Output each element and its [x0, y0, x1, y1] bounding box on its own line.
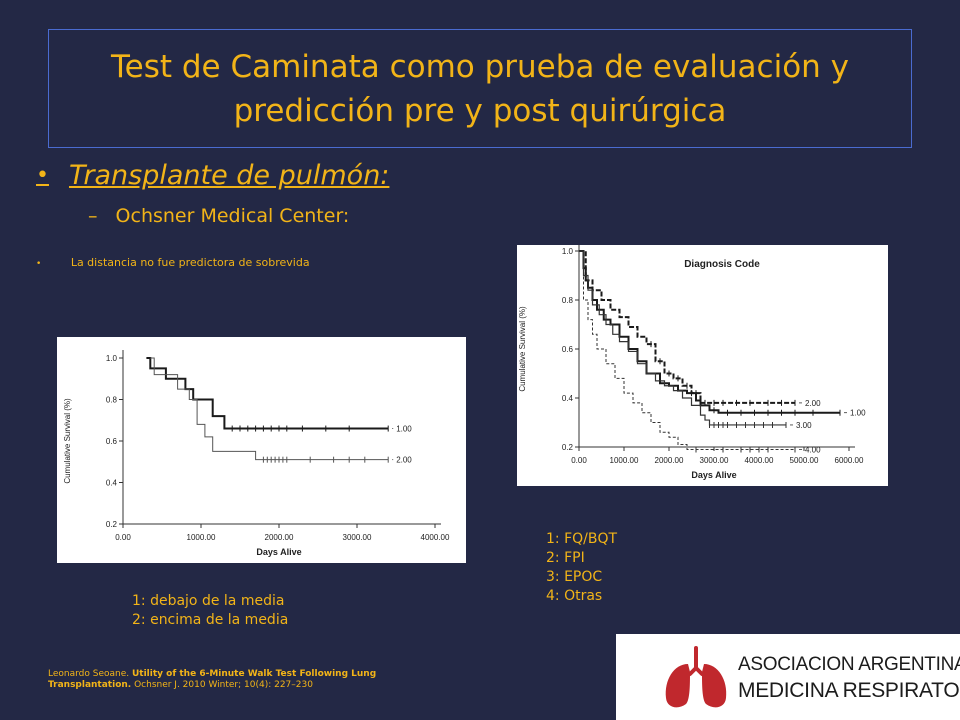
reference-journal: Ochsner J. 2010 Winter; 10(4): 227–230 [131, 680, 313, 690]
small-bullet: • La distancia no fue predictora de sobr… [36, 256, 310, 269]
logo-text-line2: MEDICINA RESPIRATORIA [738, 679, 960, 702]
main-bullet: • Transplante de pulmón: [36, 160, 389, 191]
reference-author: Leonardo Seoane. [48, 669, 132, 679]
main-bullet-text: Transplante de pulmón: [68, 160, 390, 191]
y-tick-label: 1.0 [106, 354, 118, 363]
series-line-3 [579, 250, 786, 426]
series-label-4: 4.00 [805, 445, 821, 454]
series-line-1 [146, 357, 389, 430]
bullet-dot-icon: • [36, 259, 42, 269]
series-label-1: 1.00 [396, 425, 412, 434]
series-label-1: 1.00 [850, 409, 866, 418]
series-label-2: 2.00 [396, 456, 412, 465]
legend-left-item: 2: encima de la media [132, 612, 289, 628]
series-line-4 [579, 250, 795, 450]
x-tick-label: 2000.00 [265, 533, 294, 542]
logo-aamr: ASOCIACION ARGENTINA DE MEDICINA RESPIRA… [616, 634, 960, 720]
y-tick-label: 0.8 [562, 296, 574, 305]
x-tick-label: 0.00 [571, 456, 587, 465]
bullet-dot-icon: • [36, 163, 49, 188]
series-label-2: 2.00 [805, 399, 821, 408]
series-line-2 [579, 250, 795, 404]
survival-chart-left: 0.2 0.4 0.6 0.8 1.0 0.00 1000.00 2000.00 3000.00… [57, 337, 466, 563]
sub-bullet-text: Ochsner Medical Center: [115, 205, 350, 227]
legend-left-item: 1: debajo de la media [132, 593, 285, 609]
legend-left: 1: debajo de la media 2: encima de la me… [132, 592, 288, 630]
x-tick-label: 4000.00 [421, 533, 450, 542]
x-tick-label: 2000.00 [655, 456, 684, 465]
sub-bullet: – Ochsner Medical Center: [88, 205, 349, 227]
series-label-3: 3.00 [796, 421, 812, 430]
x-tick-label: 1000.00 [610, 456, 639, 465]
reference-citation: Leonardo Seoane. Utility of the 6-Minute… [48, 669, 428, 691]
series-line-2 [150, 357, 389, 461]
legend-right-item: 4: Otras [546, 588, 603, 604]
x-tick-label: 3000.00 [700, 456, 729, 465]
y-tick-label: 0.4 [562, 394, 574, 403]
y-tick-label: 0.6 [106, 437, 118, 446]
y-tick-label: 0.4 [106, 479, 118, 488]
series-line-1 [579, 250, 840, 414]
title-box: Test de Caminata como prueba de evaluaci… [48, 29, 912, 148]
y-tick-label: 0.6 [562, 345, 574, 354]
x-axis-label: Days Alive [691, 470, 736, 480]
x-tick-label: 3000.00 [343, 533, 372, 542]
x-tick-label: 6000.00 [835, 456, 864, 465]
legend-right: 1: FQ/BQT 2: FPI 3: EPOC 4: Otras [546, 530, 617, 606]
y-tick-label: 0.2 [106, 520, 118, 529]
x-tick-label: 5000.00 [790, 456, 819, 465]
logo-text-line1: ASOCIACION ARGENTINA DE [738, 654, 960, 675]
survival-chart-right: 0.2 0.4 0.6 0.8 1.0 0.00 1000.00 2000.00 3000.00… [517, 245, 888, 486]
legend-right-item: 1: FQ/BQT [546, 531, 618, 547]
x-axis-label: Days Alive [256, 547, 301, 557]
chart-title: Diagnosis Code [684, 259, 760, 270]
y-tick-label: 1.0 [562, 247, 574, 256]
small-bullet-text: La distancia no fue predictora de sobrev… [70, 256, 310, 269]
y-tick-label: 0.8 [106, 396, 118, 405]
y-tick-label: 0.2 [562, 443, 574, 452]
y-axis-label: Cumulative Survival (%) [63, 398, 72, 484]
y-axis-label: Cumulative Survival (%) [518, 306, 527, 392]
legend-right-item: 3: EPOC [546, 569, 603, 585]
x-tick-label: 0.00 [115, 533, 131, 542]
legend-right-item: 2: FPI [546, 550, 585, 566]
lungs-icon [665, 646, 727, 708]
x-tick-label: 4000.00 [745, 456, 774, 465]
x-tick-label: 1000.00 [187, 533, 216, 542]
slide-title: Test de Caminata como prueba de evaluaci… [110, 48, 850, 129]
dash-icon: – [88, 205, 98, 227]
reference-article: Utility of the 6-Minute Walk Test Follow… [48, 669, 377, 690]
